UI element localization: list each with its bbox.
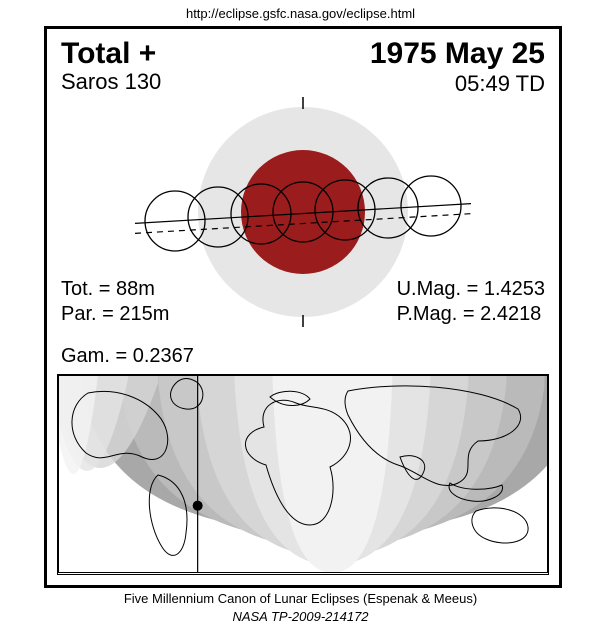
world-map bbox=[57, 374, 549, 575]
header: Total + 1975 May 25 Saros 130 05:49 TD bbox=[47, 29, 559, 97]
eclipse-diagram: Tot. = 88m Par. = 215m U.Mag. = 1.4253 P… bbox=[47, 97, 559, 327]
footer-pubid: NASA TP-2009-214172 bbox=[0, 608, 601, 626]
umbral-magnitude: U.Mag. = 1.4253 bbox=[397, 277, 545, 302]
world-map-svg bbox=[58, 375, 548, 573]
footer: Five Millennium Canon of Lunar Eclipses … bbox=[0, 590, 601, 625]
totality-duration: Tot. = 88m bbox=[61, 277, 169, 302]
eclipse-date: 1975 May 25 bbox=[370, 37, 545, 71]
source-url: http://eclipse.gsfc.nasa.gov/eclipse.htm… bbox=[0, 0, 601, 25]
magnitude-stats: U.Mag. = 1.4253 P.Mag. = 2.4218 bbox=[397, 277, 545, 327]
gamma-value: Gam. = 0.2367 bbox=[61, 345, 194, 368]
footer-credit: Five Millennium Canon of Lunar Eclipses … bbox=[0, 590, 601, 608]
penumbral-magnitude: P.Mag. = 2.4218 bbox=[397, 302, 545, 327]
duration-stats: Tot. = 88m Par. = 215m bbox=[61, 277, 169, 327]
eclipse-card: Total + 1975 May 25 Saros 130 05:49 TD T… bbox=[44, 26, 562, 588]
partial-duration: Par. = 215m bbox=[61, 302, 169, 327]
eclipse-time: 05:49 TD bbox=[455, 71, 545, 97]
